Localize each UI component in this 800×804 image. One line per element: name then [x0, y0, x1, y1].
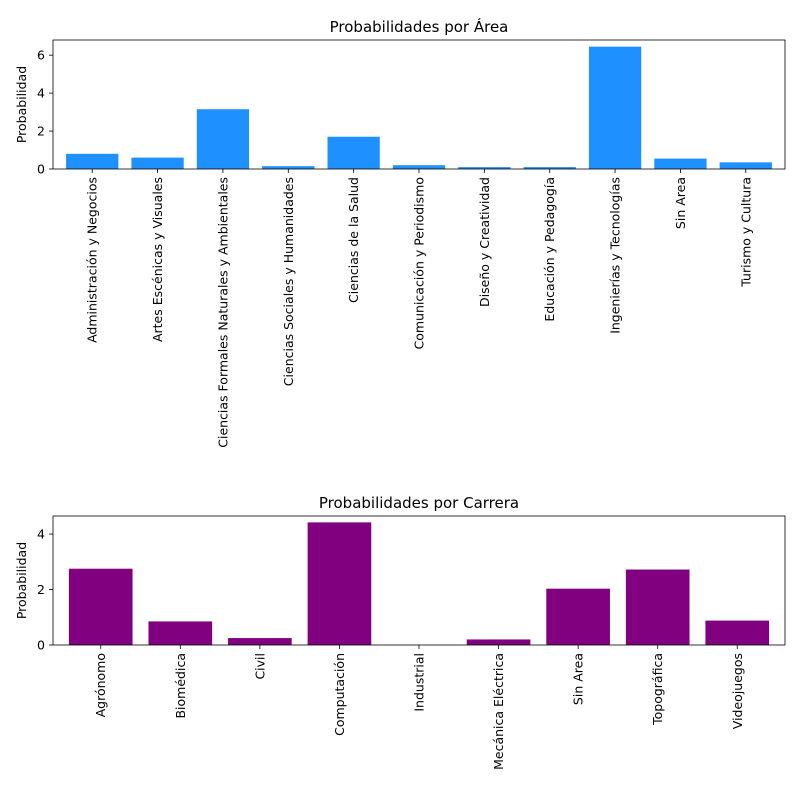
bar-5 [327, 136, 380, 169]
x-tick-label: Topográfica [650, 653, 665, 726]
bar-9 [705, 620, 770, 645]
bar-2 [131, 157, 184, 169]
bar-3 [196, 109, 250, 169]
y-tick-label: 0 [37, 162, 45, 177]
x-tick-label: Ciencias Sociales y Humanidades [281, 177, 296, 386]
x-tick-label: Videojuegos [730, 653, 745, 729]
y-tick-label: 2 [37, 582, 45, 597]
y-axis-label: Probabilidad [14, 66, 29, 143]
axes-frame [52, 39, 786, 170]
bar-3 [228, 638, 292, 645]
x-tick-label: Computación [332, 653, 347, 736]
bar-8 [523, 167, 576, 169]
bar-6 [466, 639, 531, 645]
bar-7 [458, 167, 511, 169]
y-tick-label: 0 [37, 638, 45, 653]
chart-1: Administración y Negocios Artes Escénicas… [14, 17, 786, 448]
x-tick-label: Turismo y Cultura [738, 177, 753, 288]
bar-10 [654, 158, 707, 169]
x-tick-label: Diseño y Creatividad [477, 177, 492, 307]
bar-9 [588, 46, 642, 169]
bar-4 [262, 166, 315, 169]
x-tick-label: Sin Area [673, 177, 688, 229]
x-tick-label: Ingenierías y Tecnologías [608, 177, 623, 334]
x-tick-label: Civil [252, 653, 267, 680]
y-tick-label: 4 [37, 86, 45, 101]
bar-6 [392, 165, 446, 169]
bar-2 [148, 621, 213, 645]
x-tick-label: Agrónomo [93, 653, 108, 717]
x-tick-label: Ciencias Formales Naturales y Ambientale… [215, 177, 230, 448]
x-tick-label: Artes Escénicas y Visuales [150, 177, 165, 342]
x-tick-label: Comunicación y Periodismo [412, 177, 427, 349]
bar-4 [307, 522, 372, 645]
y-tick-label: 4 [37, 527, 45, 542]
y-tick-label: 6 [37, 48, 45, 63]
x-tick-label: Industrial [412, 653, 427, 712]
x-tick-label: Ciencias de la Salud [346, 177, 361, 303]
axes-frame [52, 515, 786, 646]
bar-7 [546, 588, 610, 645]
y-tick-label: 2 [37, 124, 45, 139]
bar-1 [68, 568, 133, 645]
bar-1 [66, 153, 119, 169]
bar-8 [625, 569, 690, 645]
x-tick-label: Biomédica [173, 653, 188, 719]
x-tick-label: Administración y Negocios [85, 177, 100, 343]
chart-title: Probabilidades por Área [330, 17, 509, 36]
y-axis-label: Probabilidad [14, 542, 29, 619]
x-tick-label: Sin Area [571, 653, 586, 705]
x-tick-label: Educación y Pedagogía [542, 177, 557, 322]
x-tick-label: Mecánica Eléctrica [491, 653, 506, 770]
chart-2: Agrónomo Biomédica Civil Computación Industr… [14, 494, 786, 770]
bar-11 [719, 162, 772, 169]
chart-title: Probabilidades por Carrera [319, 494, 519, 512]
